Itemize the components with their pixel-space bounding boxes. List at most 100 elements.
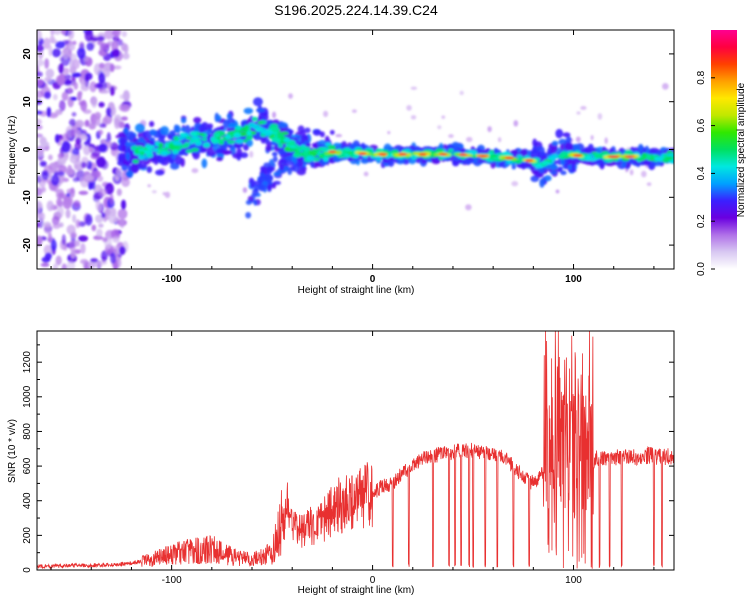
amplitude-blob [562,132,571,138]
amplitude-blob [146,145,154,150]
amplitude-blob [211,138,220,144]
amplitude-blob [37,59,45,67]
amplitude-blob [452,159,460,167]
amplitude-blob [575,154,581,157]
amplitude-blob [201,137,208,141]
amplitude-blob [91,170,102,179]
amplitude-blob [116,39,124,46]
amplitude-blob [156,153,167,164]
amplitude-blob [37,222,40,228]
amplitude-blob [435,148,444,153]
amplitude-blob [516,163,525,168]
colorbar-ticks: 0.0 0.2 0.4 0.6 0.8 [696,70,715,276]
amplitude-blob [480,155,486,158]
amplitude-blob [245,199,252,205]
amplitude-blob [37,187,43,197]
amplitude-blob [78,41,85,49]
amplitude-blob [530,149,539,158]
amplitude-blob [362,155,369,159]
spectrogram-x-tick-label: 0 [370,274,376,285]
amplitude-blob [646,182,652,186]
amplitude-blob [243,107,254,115]
amplitude-blob [306,155,315,161]
amplitude-blob [96,228,103,238]
amplitude-blob [226,113,232,120]
amplitude-blob [57,153,64,159]
amplitude-blob [102,237,108,243]
amplitude-blob [53,30,62,35]
amplitude-blob [575,136,581,143]
amplitude-blob [56,171,65,177]
amplitude-blob [117,131,126,138]
amplitude-blob [329,129,335,135]
amplitude-blob [191,136,200,140]
amplitude-blob [253,184,261,190]
amplitude-blob [55,255,62,266]
amplitude-blob [37,30,42,41]
amplitude-blob [272,155,278,163]
amplitude-blob [65,168,75,176]
amplitude-blob [43,224,53,234]
amplitude-blob [68,43,76,51]
snr-y-ticks: 0 200 400 600 800 1000 1200 [22,344,674,573]
amplitude-blob [66,260,76,269]
amplitude-blob [37,99,43,105]
amplitude-blob [296,168,307,176]
amplitude-blob [363,171,369,177]
amplitude-blob [396,157,405,165]
amplitude-blob [43,244,53,256]
snr-y-tick-label: 400 [22,492,33,509]
amplitude-blob [319,147,329,151]
amplitude-blob [252,97,263,107]
amplitude-blob [406,105,412,111]
amplitude-blob [193,116,202,124]
amplitude-blob [68,30,75,40]
amplitude-blob [414,146,421,151]
amplitude-blob [191,147,199,152]
amplitude-blob [130,164,139,174]
amplitude-blob [119,94,125,100]
amplitude-blob [185,149,194,154]
amplitude-blob [185,135,192,140]
amplitude-blob [62,67,70,75]
amplitude-blob [661,82,669,90]
amplitude-blob [57,157,67,166]
amplitude-blob [190,131,198,136]
amplitude-blob [97,259,108,266]
snr-series-line [37,331,674,570]
amplitude-blob [335,134,343,138]
amplitude-blob [360,158,369,164]
amplitude-blob [37,133,43,138]
amplitude-blob [312,129,322,136]
amplitude-blob [98,143,108,153]
amplitude-blob [437,125,442,130]
amplitude-blob [222,150,230,156]
amplitude-blob [61,141,71,153]
amplitude-blob [83,140,91,146]
amplitude-blob [50,174,60,186]
amplitude-blob [125,170,134,178]
amplitude-blob [585,155,592,161]
amplitude-blob [649,147,660,153]
amplitude-blob [543,175,552,182]
amplitude-blob [98,101,105,108]
amplitude-blob [590,134,594,141]
amplitude-blob [66,188,75,194]
amplitude-blob [145,152,154,158]
amplitude-blob [555,128,564,139]
amplitude-blob [245,134,253,141]
amplitude-blob [46,200,54,212]
amplitude-blob [122,90,130,102]
amplitude-blob [109,252,117,264]
amplitude-blob [641,152,647,159]
amplitude-blob [511,181,519,187]
amplitude-blob [73,200,81,208]
amplitude-blob [273,138,281,143]
amplitude-blob [80,259,89,265]
amplitude-blob [550,164,559,170]
amplitude-blob [155,169,165,176]
amplitude-blob [531,169,539,175]
amplitude-blob [459,90,464,96]
amplitude-blob [120,199,127,210]
